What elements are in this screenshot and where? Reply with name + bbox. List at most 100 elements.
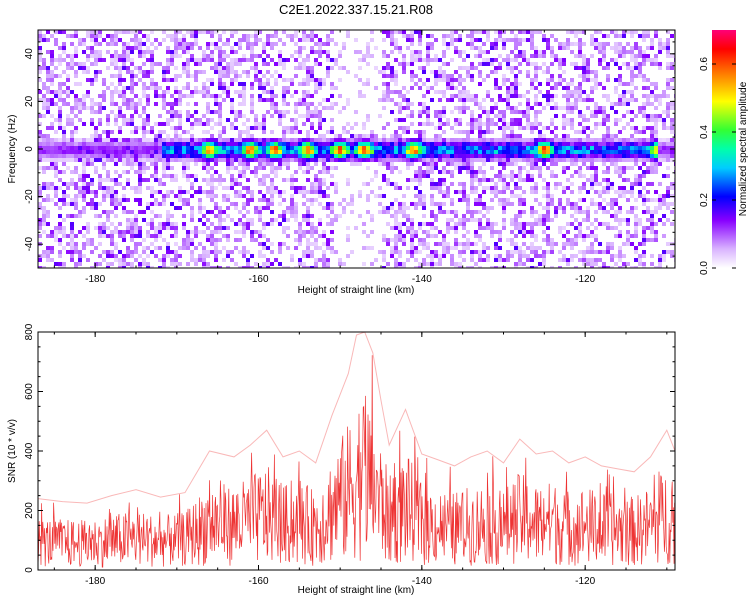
heatmap-cell: [138, 150, 142, 154]
heatmap-cell: [54, 150, 58, 154]
heatmap-cell: [290, 194, 294, 198]
heatmap-cell: [398, 142, 402, 146]
heatmap-cell: [534, 150, 538, 154]
heatmap-cell: [446, 250, 450, 254]
heatmap-cell: [418, 174, 422, 178]
heatmap-cell: [538, 254, 542, 258]
heatmap-cell: [306, 170, 310, 174]
heatmap-cell: [182, 166, 186, 170]
heatmap-cell: [206, 178, 210, 182]
heatmap-cell: [514, 162, 518, 166]
heatmap-cell: [154, 146, 158, 150]
heatmap-cell: [490, 186, 494, 190]
heatmap-cell: [618, 210, 622, 214]
heatmap-cell: [202, 54, 206, 58]
heatmap-cell: [214, 98, 218, 102]
heatmap-cell: [66, 102, 70, 106]
heatmap-cell: [606, 186, 610, 190]
heatmap-cell: [602, 146, 606, 150]
heatmap-cell: [610, 242, 614, 246]
heatmap-cell: [310, 146, 314, 150]
heatmap-cell: [334, 250, 338, 254]
heatmap-cell: [62, 170, 66, 174]
heatmap-cell: [58, 254, 62, 258]
heatmap-cell: [126, 262, 130, 266]
heatmap-cell: [606, 118, 610, 122]
heatmap-cell: [346, 150, 350, 154]
heatmap-cell: [142, 94, 146, 98]
heatmap-cell: [66, 118, 70, 122]
heatmap-cell: [118, 250, 122, 254]
heatmap-cell: [226, 62, 230, 66]
heatmap-cell: [298, 66, 302, 70]
heatmap-cell: [310, 266, 314, 268]
heatmap-cell: [414, 206, 418, 210]
heatmap-cell: [246, 126, 250, 130]
heatmap-cell: [554, 162, 558, 166]
heatmap-cell: [514, 242, 518, 246]
heatmap-cell: [406, 146, 410, 150]
heatmap-cell: [470, 118, 474, 122]
heatmap-cell: [294, 126, 298, 130]
heatmap-cell: [626, 150, 630, 154]
heatmap-cell: [210, 158, 214, 162]
heatmap-cell: [374, 46, 378, 50]
heatmap-cell: [134, 162, 138, 166]
heatmap-cell: [106, 234, 110, 238]
heatmap-cell: [214, 138, 218, 142]
heatmap-cell: [154, 230, 158, 234]
heatmap-cell: [326, 70, 330, 74]
heatmap-cell: [170, 94, 174, 98]
heatmap-cell: [94, 126, 98, 130]
heatmap-cell: [242, 90, 246, 94]
heatmap-cell: [254, 78, 258, 82]
heatmap-cell: [78, 186, 82, 190]
heatmap-cell: [270, 150, 274, 154]
heatmap-cell: [510, 82, 514, 86]
heatmap-cell: [110, 38, 114, 42]
heatmap-cell: [574, 162, 578, 166]
heatmap-cell: [578, 46, 582, 50]
heatmap-cell: [470, 214, 474, 218]
heatmap-cell: [302, 250, 306, 254]
heatmap-cell: [510, 154, 514, 158]
heatmap-cell: [530, 138, 534, 142]
heatmap-cell: [490, 62, 494, 66]
heatmap-cell: [426, 114, 430, 118]
heatmap-cell: [314, 86, 318, 90]
heatmap-cell: [470, 190, 474, 194]
heatmap-cell: [314, 90, 318, 94]
heatmap-cell: [662, 150, 666, 154]
heatmap-cell: [78, 250, 82, 254]
heatmap-cell: [670, 138, 674, 142]
heatmap-cell: [270, 202, 274, 206]
heatmap-cell: [438, 150, 442, 154]
heatmap-cell: [194, 150, 198, 154]
heatmap-cell: [90, 266, 94, 268]
heatmap-cell: [74, 30, 78, 34]
heatmap-cell: [598, 122, 602, 126]
heatmap-cell: [250, 230, 254, 234]
heatmap-cell: [614, 78, 618, 82]
heatmap-cell: [654, 122, 658, 126]
heatmap-cell: [394, 242, 398, 246]
heatmap-cell: [498, 246, 502, 250]
heatmap-cell: [310, 126, 314, 130]
heatmap-cell: [606, 250, 610, 254]
heatmap-cell: [646, 138, 650, 142]
heatmap-cell: [362, 58, 366, 62]
heatmap-cell: [498, 86, 502, 90]
heatmap-cell: [50, 146, 54, 150]
heatmap-cell: [622, 158, 626, 162]
heatmap-cell: [206, 154, 210, 158]
heatmap-cell: [282, 242, 286, 246]
heatmap-cell: [626, 62, 630, 66]
heatmap-cell: [646, 46, 650, 50]
heatmap-cell: [354, 50, 358, 54]
heatmap-cell: [554, 82, 558, 86]
heatmap-cell: [302, 46, 306, 50]
heatmap-cell: [666, 42, 670, 46]
heatmap-cell: [206, 30, 210, 34]
heatmap-cell: [606, 246, 610, 250]
heatmap-cell: [582, 62, 586, 66]
